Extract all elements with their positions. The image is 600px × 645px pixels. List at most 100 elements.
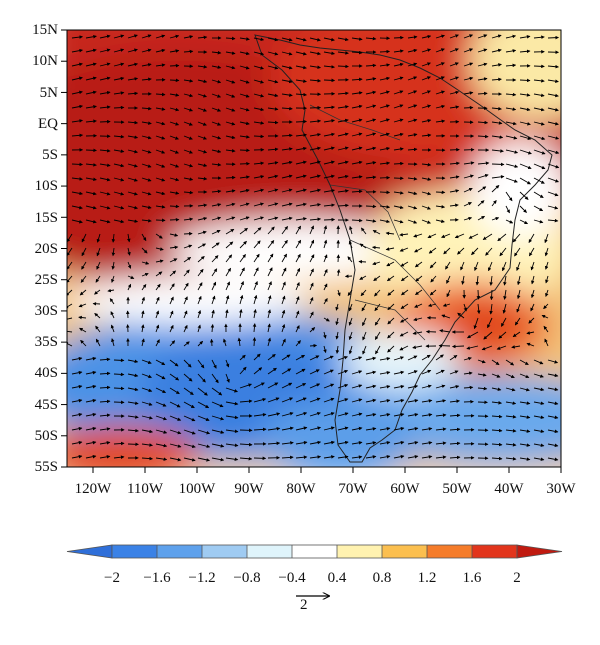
wind-arrow (441, 233, 451, 238)
wind-arrow (446, 289, 451, 298)
wind-arrow (225, 241, 234, 249)
wind-arrow (505, 359, 515, 366)
wind-arrow (295, 426, 308, 431)
wind-arrow (295, 310, 300, 319)
wind-arrow (309, 188, 321, 193)
wind-arrow (514, 317, 521, 326)
latitude-ticks (61, 29, 67, 468)
wind-arrow (253, 37, 265, 42)
wind-arrow (309, 369, 320, 375)
wind-arrow (379, 132, 390, 137)
wind-arrow (225, 51, 236, 55)
wind-arrow (460, 261, 465, 271)
wind-arrow (267, 441, 281, 446)
wind-arrow (491, 428, 503, 433)
wind-arrow (141, 177, 152, 182)
wind-arrow (281, 455, 294, 460)
wind-arrow (211, 107, 222, 112)
wind-arrow (461, 275, 465, 285)
wind-arrow (239, 354, 246, 361)
wind-arrow (211, 268, 218, 277)
wind-arrow (225, 79, 236, 84)
wind-arrow (267, 267, 273, 277)
wind-arrow (428, 303, 437, 307)
wind-arrow (239, 240, 247, 249)
wind-arrow (505, 149, 519, 154)
wind-arrow (113, 163, 125, 168)
wind-arrow (67, 329, 73, 334)
wind-arrow (519, 191, 529, 200)
wind-arrow (445, 261, 451, 270)
wind-arrow (71, 440, 83, 445)
wind-arrow (71, 191, 83, 196)
wind-arrow (351, 37, 363, 41)
wind-arrow (71, 90, 83, 95)
anomaly-shading (67, 30, 561, 467)
wind-arrow (449, 48, 459, 53)
wind-arrow (141, 48, 152, 53)
wind-arrow (99, 455, 111, 459)
wind-arrow (71, 119, 83, 123)
wind-arrow (253, 188, 265, 193)
wind-arrow (267, 295, 272, 305)
wind-arrow (421, 162, 432, 167)
wind-arrow (487, 317, 493, 329)
wind-arrow (365, 356, 377, 361)
wind-arrow (379, 76, 390, 81)
wind-arrow (99, 191, 111, 196)
wind-arrow (309, 119, 322, 123)
wind-arrow (491, 200, 497, 207)
wind-arrow (309, 78, 322, 83)
wind-arrow (463, 202, 472, 207)
wind-arrow (528, 317, 535, 324)
wind-arrow (463, 76, 474, 81)
wind-arrow (67, 289, 73, 297)
wind-arrow (197, 163, 208, 168)
wind-arrow (379, 370, 391, 375)
wind-arrow (71, 76, 83, 81)
wind-arrow (349, 225, 353, 235)
wind-arrow (99, 90, 111, 95)
wind-arrow (281, 295, 286, 305)
wind-arrow (477, 173, 489, 179)
wind-arrow (519, 205, 527, 213)
wind-arrow (347, 256, 353, 263)
wind-arrow (309, 239, 315, 249)
wind-arrow (428, 247, 437, 254)
wind-arrow (169, 233, 179, 237)
wind-arrow (309, 343, 318, 348)
wind-arrow (183, 324, 188, 333)
wind-arrow (85, 205, 97, 210)
wind-arrow (505, 121, 517, 126)
wind-arrow (155, 283, 161, 291)
wind-arrow (421, 133, 432, 138)
wind-arrow (141, 191, 152, 196)
wind-arrow (211, 189, 222, 194)
wind-arrow (373, 275, 381, 281)
wind-arrow (407, 454, 419, 459)
wind-arrow (323, 331, 327, 339)
wind-arrow (169, 401, 181, 408)
wind-arrow (239, 216, 250, 221)
wind-arrow (491, 135, 504, 139)
wind-arrow (545, 275, 549, 284)
wind-arrow (225, 429, 239, 434)
wind-arrow (113, 91, 125, 95)
wind-arrow (505, 34, 517, 39)
wind-arrow (183, 359, 192, 368)
wind-arrow (533, 387, 545, 392)
wind-arrow (281, 239, 288, 249)
wind-arrow (491, 34, 502, 39)
wind-arrow (225, 309, 229, 319)
wind-arrow (211, 229, 221, 235)
wind-arrow (295, 65, 307, 70)
wind-arrow (547, 177, 559, 183)
wind-arrow (267, 202, 279, 207)
wind-arrow (169, 204, 180, 209)
wind-arrow (407, 398, 419, 403)
wind-arrow (85, 384, 97, 389)
wind-arrow (309, 217, 322, 222)
wind-arrow (337, 189, 349, 193)
wind-arrow (414, 303, 423, 308)
wind-arrow (253, 121, 265, 125)
